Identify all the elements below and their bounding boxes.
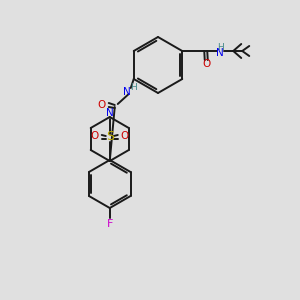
Text: N: N xyxy=(123,87,130,97)
Text: H: H xyxy=(130,82,137,91)
Text: N: N xyxy=(216,48,224,58)
Text: O: O xyxy=(91,131,99,141)
Text: N: N xyxy=(106,108,114,118)
Text: S: S xyxy=(106,130,114,143)
Text: O: O xyxy=(98,100,106,110)
Text: O: O xyxy=(202,59,210,69)
Text: O: O xyxy=(121,131,129,141)
Text: F: F xyxy=(106,219,113,229)
Text: H: H xyxy=(217,44,224,52)
